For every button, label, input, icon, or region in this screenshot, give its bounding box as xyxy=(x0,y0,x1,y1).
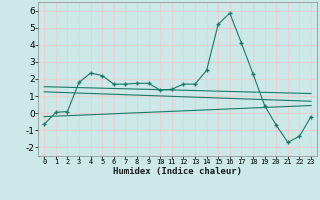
X-axis label: Humidex (Indice chaleur): Humidex (Indice chaleur) xyxy=(113,167,242,176)
